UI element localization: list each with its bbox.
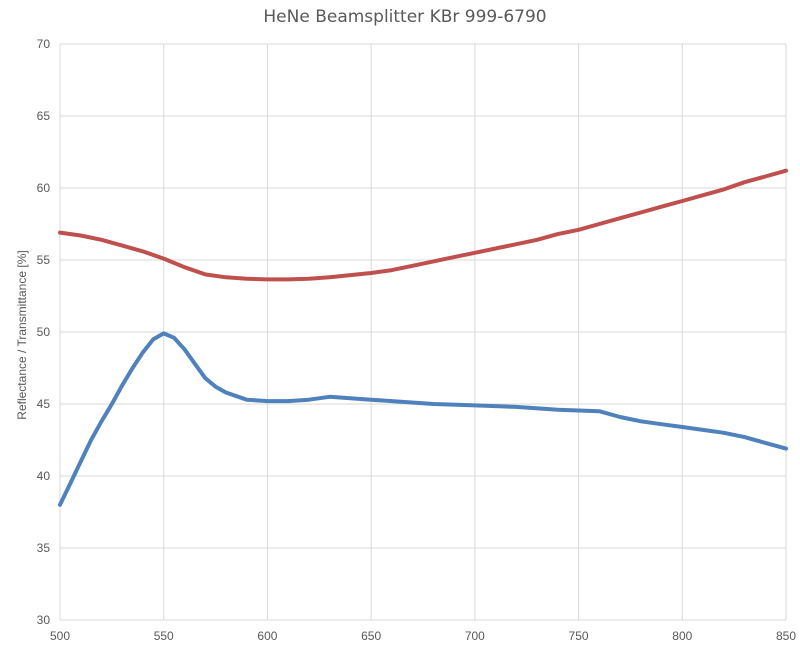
y-tick-label: 35: [37, 541, 51, 555]
x-tick-label: 550: [154, 629, 174, 643]
x-tick-label: 500: [50, 629, 70, 643]
x-tick-label: 750: [569, 629, 589, 643]
y-tick-label: 30: [37, 613, 51, 627]
x-tick-label: 850: [776, 629, 796, 643]
gridlines: [59, 43, 787, 621]
y-tick-label: 60: [37, 181, 51, 195]
y-tick-label: 50: [37, 325, 51, 339]
y-tick-label: 70: [37, 37, 51, 51]
tick-labels: 30 35 40 45 50 55 60 65 70 500 550 600 650 700 750 800 8…: [37, 37, 797, 643]
x-tick-label: 600: [257, 629, 277, 643]
y-tick-label: 55: [37, 253, 51, 267]
series-line-0: [58, 168, 788, 282]
x-tick-label: 700: [465, 629, 485, 643]
x-tick-label: 650: [361, 629, 381, 643]
data-series: [58, 168, 788, 507]
y-axis-label: Reflectance / Transmittance [%]: [15, 250, 29, 419]
x-tick-label: 800: [672, 629, 692, 643]
series-line-1: [58, 331, 788, 507]
y-tick-label: 65: [37, 109, 51, 123]
y-tick-label: 45: [37, 397, 51, 411]
y-tick-label: 40: [37, 469, 51, 483]
chart-title: HeNe Beamsplitter KBr 999-6790: [263, 7, 546, 27]
